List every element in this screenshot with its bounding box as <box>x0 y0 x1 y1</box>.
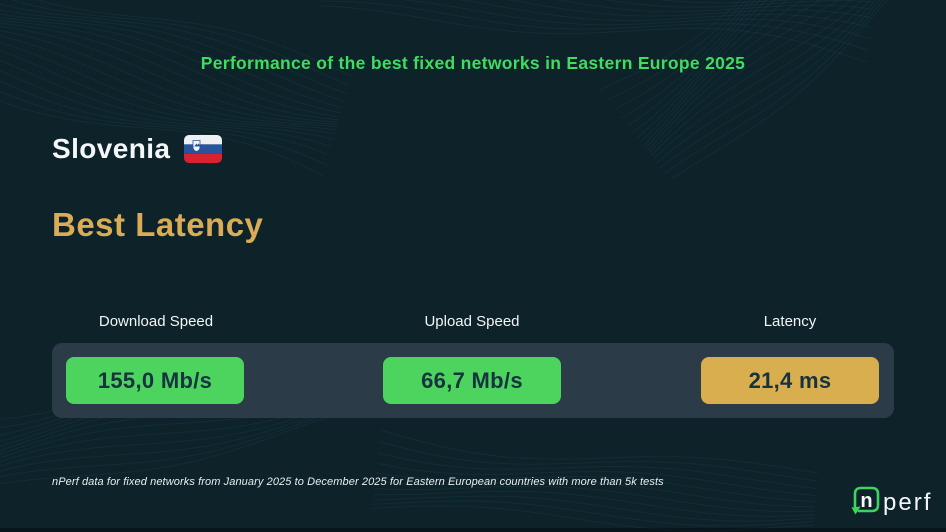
page-title: Performance of the best fixed networks i… <box>200 53 746 73</box>
data-source-note: nPerf data for fixed networks from Janua… <box>52 476 664 488</box>
nperf-logo-mark: n <box>851 486 880 515</box>
section-title: Best Latency <box>52 206 264 243</box>
bottom-strip <box>0 528 946 532</box>
stat-value-latency: 21,4 ms <box>701 357 879 404</box>
stat-value-upload: 66,7 Mb/s <box>383 357 561 404</box>
slovenia-flag-icon <box>184 135 223 163</box>
stat-value-download: 155,0 Mb/s <box>66 357 244 404</box>
stat-label-download: Download Speed <box>98 313 214 330</box>
stat-label-latency: Latency <box>763 313 817 330</box>
svg-text:n: n <box>860 490 872 512</box>
nperf-logo: n perf <box>851 486 932 516</box>
country-name: Slovenia <box>52 133 171 164</box>
nperf-logo-text: perf <box>883 489 932 516</box>
country-row: Slovenia <box>52 133 223 165</box>
stat-label-upload: Upload Speed <box>424 313 520 330</box>
